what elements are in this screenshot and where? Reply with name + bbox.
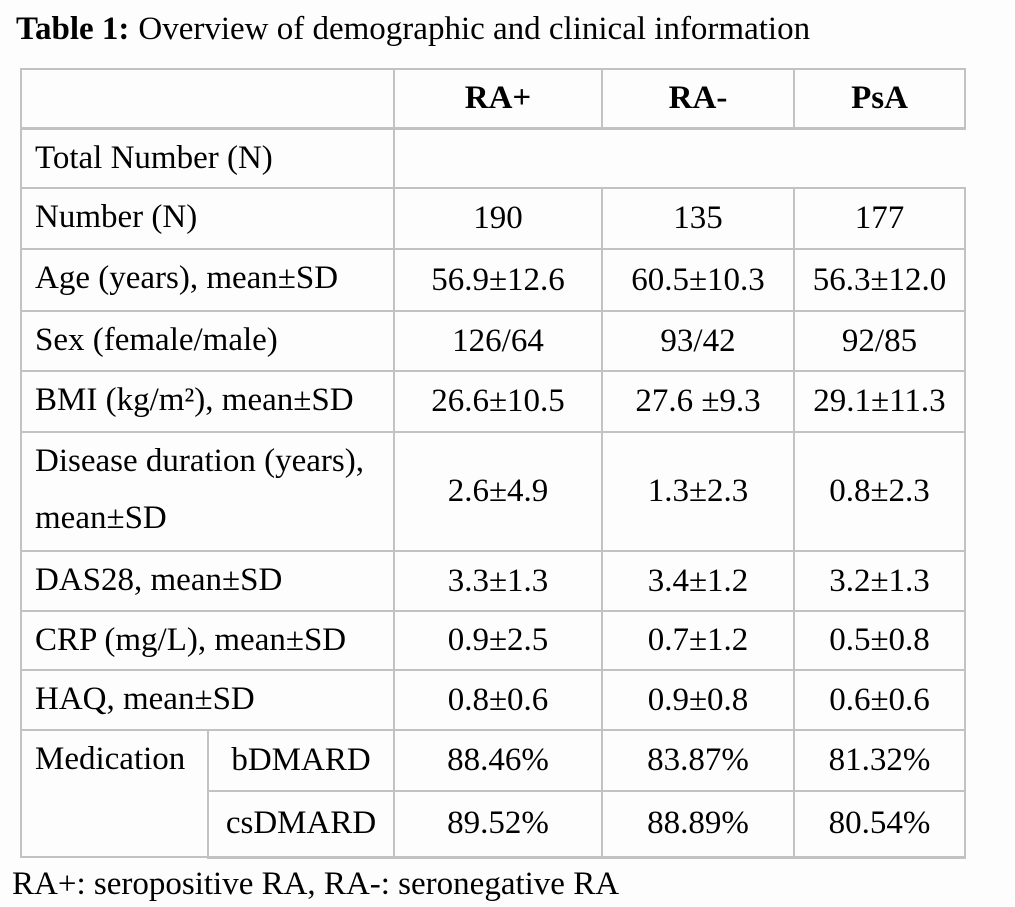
cell-value: 3.4±1.2 (601, 550, 795, 612)
cell-value: 27.6 ±9.3 (601, 370, 795, 433)
cell-value: 0.6±0.6 (793, 669, 966, 731)
cell-value: 0.8±0.6 (393, 669, 603, 731)
cell-value: 2.6±4.9 (393, 431, 603, 552)
row-label: Age (years), mean±SD (20, 248, 395, 312)
cell-value: 81.32% (793, 729, 966, 792)
cell-value: 26.6±10.5 (393, 370, 603, 433)
cell-value: 56.3±12.0 (793, 248, 966, 312)
medication-sub-label: csDMARD (207, 790, 395, 859)
row-sex: Sex (female/male) 126/64 93/42 92/85 (20, 310, 966, 372)
demographics-table: RA+ RA- PsA Total Number (N) Number (N) … (20, 68, 966, 859)
cell-value: 177 (793, 187, 966, 250)
cell-value: 0.9±2.5 (393, 610, 603, 671)
row-medication-bdmard: Medication bDMARD 88.46% 83.87% 81.32% (20, 729, 966, 858)
cell-value: 135 (601, 187, 795, 250)
cell-value: 92/85 (793, 310, 966, 372)
row-medication-csdmard: csDMARD 89.52% 88.89% 80.54% (21, 790, 966, 859)
row-label: DAS28, mean±SD (20, 550, 395, 612)
table-caption-number: Table 1: (16, 11, 130, 47)
header-corner-cell (20, 68, 395, 130)
merged-empty-cell (393, 127, 965, 189)
row-age: Age (years), mean±SD 56.9±12.6 60.5±10.3… (20, 248, 966, 312)
row-disease-duration: Disease duration (years), mean±SD 2.6±4.… (20, 431, 966, 552)
row-haq: HAQ, mean±SD 0.8±0.6 0.9±0.8 0.6±0.6 (20, 669, 966, 731)
header-col-ra-negative: RA- (601, 68, 795, 130)
cell-value: 88.89% (601, 790, 795, 859)
cell-value: 0.5±0.8 (793, 610, 966, 671)
cell-value: 1.3±2.3 (601, 431, 795, 552)
header-col-ra-positive: RA+ (393, 68, 603, 130)
medication-sub-label: bDMARD (207, 729, 395, 792)
cell-value: 80.54% (793, 790, 966, 859)
row-crp: CRP (mg/L), mean±SD 0.9±2.5 0.7±1.2 0.5±… (20, 610, 966, 671)
cell-value: 89.52% (393, 790, 603, 859)
row-label: Sex (female/male) (20, 310, 395, 372)
cell-value: 0.7±1.2 (601, 610, 795, 671)
cell-value: 126/64 (393, 310, 603, 372)
row-label: Number (N) (20, 187, 395, 250)
medication-group-label: Medication (20, 729, 209, 858)
cell-value: 56.9±12.6 (393, 248, 603, 312)
table-caption: Table 1: Overview of demographic and clin… (16, 6, 810, 52)
cell-value: 29.1±11.3 (793, 370, 966, 433)
cell-value: 190 (393, 187, 603, 250)
table-caption-text: Overview of demographic and clinical inf… (138, 11, 811, 47)
cell-value: 0.9±0.8 (601, 669, 795, 731)
cell-value: 0.8±2.3 (793, 431, 966, 552)
cell-value: 93/42 (601, 310, 795, 372)
cell-value: 88.46% (393, 729, 603, 792)
row-bmi: BMI (kg/m²), mean±SD 26.6±10.5 27.6 ±9.3… (20, 370, 966, 433)
cell-value: 83.87% (601, 729, 795, 792)
row-label: HAQ, mean±SD (20, 669, 395, 731)
header-row: RA+ RA- PsA (20, 68, 966, 130)
row-label: Total Number (N) (20, 127, 395, 189)
row-label: BMI (kg/m²), mean±SD (20, 370, 395, 433)
row-label: Disease duration (years), mean±SD (20, 431, 395, 552)
cell-value: 3.3±1.3 (393, 550, 603, 612)
header-col-psa: PsA (793, 68, 966, 130)
cell-value: 3.2±1.3 (793, 550, 966, 612)
table-footnote: RA+: seropositive RA, RA-: seronegative … (12, 866, 620, 902)
row-total-number: Total Number (N) (20, 127, 965, 189)
row-das28: DAS28, mean±SD 3.3±1.3 3.4±1.2 3.2±1.3 (20, 550, 966, 612)
row-label: CRP (mg/L), mean±SD (20, 610, 395, 671)
row-number: Number (N) 190 135 177 (20, 187, 966, 250)
cell-value: 60.5±10.3 (601, 248, 795, 312)
